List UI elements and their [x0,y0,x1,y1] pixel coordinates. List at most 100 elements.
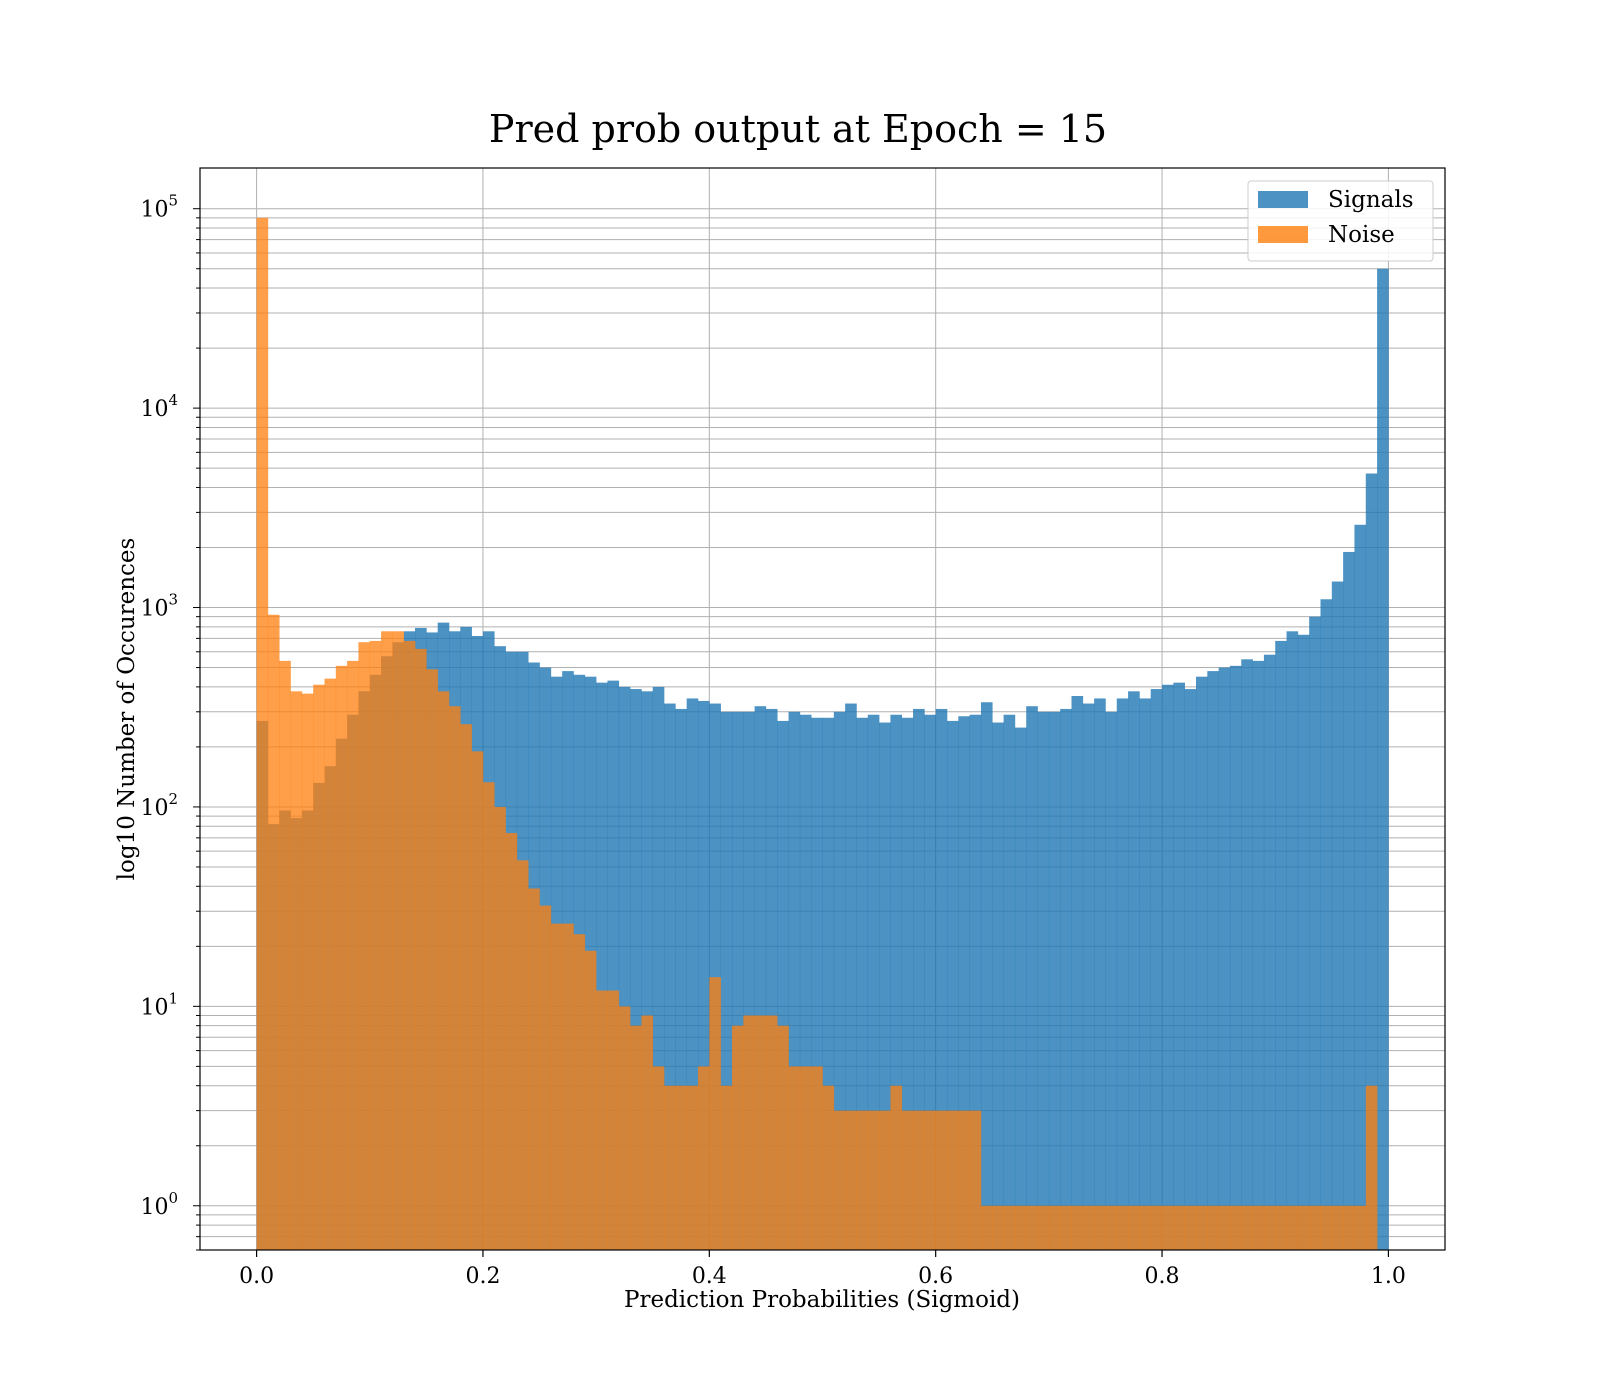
bar-noise [1207,1205,1219,1250]
x-axis-label: Prediction Probabilities (Sigmoid) [624,1287,1020,1313]
bar-signals [664,703,676,1250]
bar-signals [1309,616,1321,1250]
bar-signals [1037,711,1050,1250]
bar-noise [347,660,359,1250]
bar-signals [1331,581,1344,1250]
bar-noise [1048,1205,1061,1250]
bar-signals [958,716,970,1250]
bar-noise [958,1110,970,1250]
bar-noise [607,990,620,1250]
bar-noise [256,217,269,1251]
bar-noise [1071,1205,1084,1250]
bar-noise [743,1015,755,1250]
bar-signals [1071,696,1084,1250]
bar-signals [709,703,721,1250]
legend-swatch-signals [1258,191,1308,208]
bar-signals [856,717,869,1250]
bar-signals [935,708,948,1250]
bar-signals [731,711,744,1250]
y-axis-label: log10 Number of Occurences [114,538,140,881]
x-tick-label: 0.4 [692,1264,727,1289]
bar-noise [1162,1205,1174,1250]
bar-noise [290,691,303,1250]
bar-noise [675,1085,687,1250]
bar-signals [1082,703,1095,1250]
bar-noise [1128,1205,1140,1250]
bar-signals [675,708,687,1250]
x-tick-label: 0.6 [918,1264,953,1289]
bar-noise [494,806,506,1250]
bar-noise [437,691,450,1250]
bar-signals [811,717,823,1250]
bar-noise [1003,1205,1016,1250]
bar-signals [652,686,665,1250]
bar-noise [811,1066,823,1250]
bar-noise [460,724,472,1250]
bar-noise [335,665,348,1250]
y-tick-label: 101 [140,989,178,1020]
bar-noise [901,1110,914,1250]
bar-signals [1320,599,1333,1250]
bar-signals [1196,676,1208,1250]
bar-noise [686,1085,699,1250]
bar-signals [788,711,801,1250]
bar-signals [765,708,778,1250]
bar-noise [1354,1205,1367,1250]
bar-signals [1048,711,1061,1250]
bar-noise [890,1085,903,1250]
bar-signals [992,722,1004,1250]
y-tick-label: 105 [140,192,178,223]
bar-signals [630,689,642,1250]
bar-noise [584,950,597,1250]
bar-signals [698,700,710,1250]
bar-signals [845,703,857,1250]
bar-noise [1263,1205,1276,1250]
bar-signals [1241,659,1253,1250]
bar-noise [777,1025,789,1250]
bar-signals [969,714,982,1250]
bar-noise [1320,1205,1333,1250]
bar-noise [449,706,461,1250]
bar-noise [301,693,314,1250]
legend-label-noise: Noise [1328,222,1395,248]
x-tick-label: 0.8 [1145,1264,1180,1289]
legend: Signals Noise [1247,180,1434,262]
bar-signals [867,714,880,1250]
bar-signals [833,711,846,1250]
bar-noise [1286,1205,1299,1250]
bar-noise [1082,1205,1095,1250]
bar-signals [618,686,631,1250]
bar-noise [1229,1205,1242,1250]
bar-signals [1275,640,1287,1250]
bar-noise [799,1066,812,1250]
bar-noise [1252,1205,1265,1250]
bar-noise [765,1015,778,1250]
bar-noise [1196,1205,1208,1250]
bar-signals [1286,631,1299,1250]
bar-noise [980,1205,993,1250]
bar-noise [833,1110,846,1250]
bar-signals [1128,691,1140,1250]
bar-noise [1241,1205,1253,1250]
bar-noise [596,990,608,1250]
x-tick-label: 1.0 [1371,1264,1406,1289]
bar-signals [879,722,891,1250]
bar-noise [1365,1085,1378,1250]
bar-noise [652,1066,665,1250]
bar-signals [1263,654,1276,1250]
bar-noise [1331,1205,1344,1250]
bar-noise [867,1110,880,1250]
bar-noise [505,833,518,1250]
bar-signals [596,682,608,1250]
bar-signals [743,711,755,1250]
bar-signals [1026,706,1038,1250]
chart-title: Pred prob output at Epoch = 15 [489,107,1107,151]
bar-signals [1105,711,1118,1250]
bar-noise [1139,1205,1152,1250]
bar-signals [1150,689,1163,1250]
bar-signals [720,711,733,1250]
bar-signals [924,714,936,1250]
bar-noise [392,631,405,1250]
series-noise [256,217,1378,1251]
bar-noise [845,1110,857,1250]
